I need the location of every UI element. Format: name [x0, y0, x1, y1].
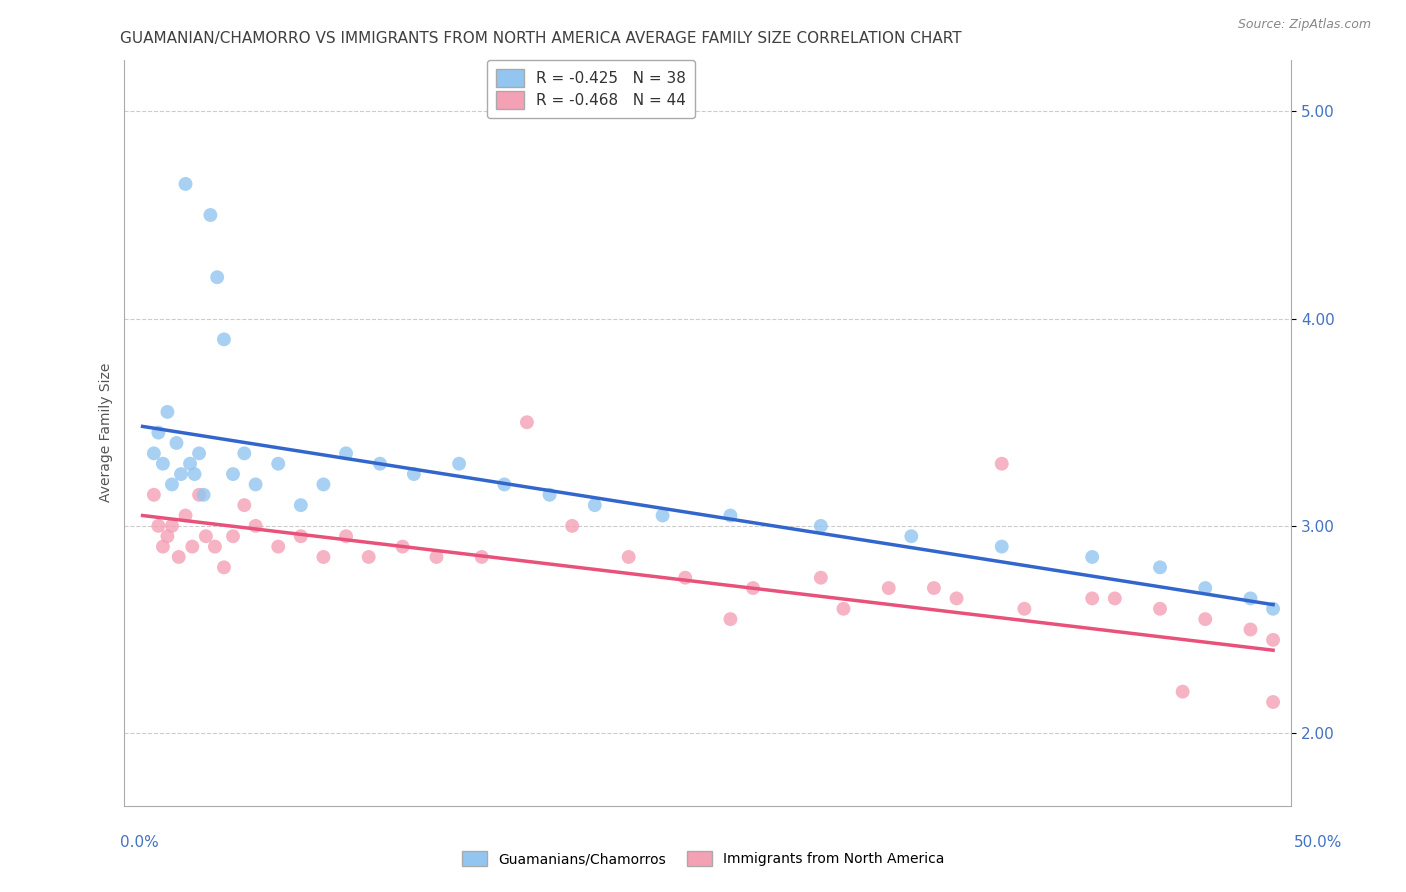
Point: [990, 457, 1012, 471]
Point: [205, 270, 228, 285]
Point: [193, 488, 215, 502]
Point: [181, 540, 204, 554]
Point: [183, 467, 205, 481]
Point: [425, 549, 447, 564]
Point: [538, 488, 561, 502]
Point: [290, 529, 312, 543]
Point: [900, 529, 922, 543]
Point: [188, 488, 211, 502]
Point: [1261, 632, 1284, 647]
Point: [1081, 549, 1104, 564]
Point: [188, 446, 211, 460]
Point: [922, 581, 945, 595]
Point: [877, 581, 900, 595]
Text: Source: ZipAtlas.com: Source: ZipAtlas.com: [1237, 18, 1371, 31]
Point: [1171, 684, 1194, 698]
Point: [212, 560, 235, 574]
Point: [166, 436, 188, 450]
Point: [200, 208, 222, 222]
Point: [152, 457, 174, 471]
Point: [142, 446, 165, 460]
Point: [471, 549, 494, 564]
Point: [742, 581, 765, 595]
Point: [720, 508, 742, 523]
Legend: Guamanians/Chamorros, Immigrants from North America: Guamanians/Chamorros, Immigrants from No…: [457, 846, 949, 871]
Legend: R = -0.425   N = 38, R = -0.468   N = 44: R = -0.425 N = 38, R = -0.468 N = 44: [488, 60, 695, 118]
Point: [720, 612, 742, 626]
Point: [245, 477, 267, 491]
Point: [170, 467, 193, 481]
Point: [142, 488, 165, 502]
Text: 0.0%: 0.0%: [120, 836, 159, 850]
Point: [810, 571, 832, 585]
Point: [561, 519, 583, 533]
Point: [402, 467, 425, 481]
Point: [1239, 591, 1261, 606]
Text: 50.0%: 50.0%: [1295, 836, 1343, 850]
Point: [233, 446, 256, 460]
Point: [357, 549, 380, 564]
Point: [391, 540, 413, 554]
Point: [160, 519, 183, 533]
Point: [174, 508, 197, 523]
Point: [312, 549, 335, 564]
Y-axis label: Average Family Size: Average Family Size: [100, 363, 114, 502]
Point: [312, 477, 335, 491]
Point: [449, 457, 471, 471]
Point: [1261, 601, 1284, 615]
Point: [194, 529, 217, 543]
Point: [673, 571, 696, 585]
Point: [617, 549, 640, 564]
Point: [222, 467, 245, 481]
Point: [335, 529, 357, 543]
Point: [990, 540, 1012, 554]
Point: [651, 508, 673, 523]
Point: [1149, 560, 1171, 574]
Point: [267, 540, 290, 554]
Point: [204, 540, 226, 554]
Point: [1194, 612, 1216, 626]
Point: [179, 457, 201, 471]
Point: [1149, 601, 1171, 615]
Point: [267, 457, 290, 471]
Point: [1081, 591, 1104, 606]
Point: [167, 549, 190, 564]
Point: [1261, 695, 1284, 709]
Point: [233, 498, 256, 512]
Point: [945, 591, 967, 606]
Point: [1194, 581, 1216, 595]
Point: [1014, 601, 1036, 615]
Point: [494, 477, 516, 491]
Point: [148, 425, 170, 440]
Point: [245, 519, 267, 533]
Text: GUAMANIAN/CHAMORRO VS IMMIGRANTS FROM NORTH AMERICA AVERAGE FAMILY SIZE CORRELAT: GUAMANIAN/CHAMORRO VS IMMIGRANTS FROM NO…: [120, 31, 962, 46]
Point: [212, 332, 235, 346]
Point: [174, 177, 197, 191]
Point: [156, 405, 179, 419]
Point: [222, 529, 245, 543]
Point: [1239, 623, 1261, 637]
Point: [290, 498, 312, 512]
Point: [335, 446, 357, 460]
Point: [516, 415, 538, 429]
Point: [152, 540, 174, 554]
Point: [832, 601, 855, 615]
Point: [156, 529, 179, 543]
Point: [148, 519, 170, 533]
Point: [810, 519, 832, 533]
Point: [583, 498, 606, 512]
Point: [160, 477, 183, 491]
Point: [368, 457, 391, 471]
Point: [1104, 591, 1126, 606]
